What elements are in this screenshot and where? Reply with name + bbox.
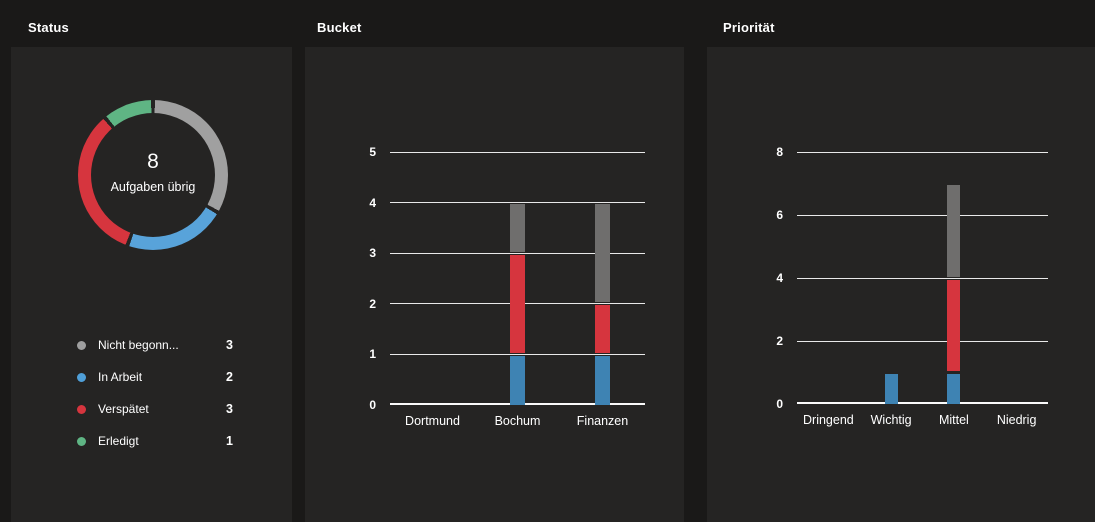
plot-area: 0 1 2 3 4 5 Dortmund Bochum Finanzen <box>369 145 645 428</box>
bucket-panel-title: Bucket <box>317 20 362 35</box>
x-axis-label-dortmund: Dortmund <box>405 414 460 428</box>
bar-bochum-in-arbeit[interactable] <box>510 355 525 405</box>
y-axis-tick-4: 4 <box>369 195 376 210</box>
tasks-remaining-count: 8 <box>147 150 159 173</box>
x-axis-label-dringend: Dringend <box>803 413 854 427</box>
x-axis-label-finanzen: Finanzen <box>576 414 629 428</box>
y-axis-tick-2: 2 <box>776 334 783 348</box>
y-axis-tick-4: 4 <box>776 271 783 285</box>
legend-color-dot <box>77 372 86 382</box>
donut-center: 8 Aufgaben übrig <box>91 113 215 237</box>
gridline-3 <box>390 252 645 254</box>
prioritaet-panel-title: Priorität <box>723 20 775 35</box>
bar-mittel-in-arbeit[interactable] <box>947 374 961 404</box>
y-axis-tick-0: 0 <box>776 397 783 411</box>
legend-value: 3 <box>226 402 233 416</box>
legend-value: 2 <box>226 370 233 384</box>
bar-mittel-verspätet[interactable] <box>947 279 961 371</box>
legend-color-dot <box>77 436 86 446</box>
bar-finanzen-nicht-begonnen[interactable] <box>595 204 610 303</box>
legend-color-dot <box>77 340 86 350</box>
status-panel: 8 Aufgaben übrig Nicht begonn... 3 In Arbe… <box>11 47 292 522</box>
y-axis-tick-3: 3 <box>369 246 376 261</box>
y-axis-tick-5: 5 <box>369 145 376 159</box>
legend-label: Verspätet <box>98 402 149 416</box>
status-donut-chart[interactable]: 8 Aufgaben übrig <box>78 100 228 250</box>
legend-label: In Arbeit <box>98 370 143 384</box>
gridline-4 <box>797 277 1048 279</box>
y-axis-tick-6: 6 <box>776 208 783 222</box>
gridline-8 <box>797 151 1048 153</box>
tasks-remaining-label: Aufgaben übrig <box>110 180 196 194</box>
y-axis-tick-1: 1 <box>369 347 376 362</box>
legend-item-2[interactable]: Verspätet 3 <box>77 393 233 425</box>
status-legend: Nicht begonn... 3 In Arbeit 2 Verspätet 3 Erle… <box>77 329 233 457</box>
x-axis-label-wichtig: Wichtig <box>870 413 912 427</box>
y-axis-tick-0: 0 <box>369 398 376 412</box>
legend-item-3[interactable]: Erledigt 1 <box>77 425 233 457</box>
legend-label: Nicht begonn... <box>98 338 179 352</box>
bucket-panel: 0 1 2 3 4 5 Dortmund Bochum Finanzen <box>305 47 684 522</box>
bar-finanzen-verspätet[interactable] <box>595 305 610 353</box>
y-axis-tick-8: 8 <box>776 145 783 159</box>
plot-area: 0 2 4 6 8 Dringend Wichtig Mittel Niedrig <box>776 145 1048 427</box>
gridline-6 <box>797 214 1048 216</box>
bar-mittel-nicht-begonnen[interactable] <box>947 185 961 277</box>
x-axis-label-mittel: Mittel <box>938 413 969 427</box>
legend-label: Erledigt <box>98 434 139 448</box>
y-axis-tick-2: 2 <box>369 296 376 311</box>
legend-item-0[interactable]: Nicht begonn... 3 <box>77 329 233 361</box>
legend-value: 3 <box>226 338 233 352</box>
gridline-0 <box>797 402 1048 404</box>
gridline-1 <box>390 353 645 355</box>
bar-finanzen-in-arbeit[interactable] <box>595 355 610 405</box>
legend-color-dot <box>77 404 86 414</box>
legend-item-1[interactable]: In Arbeit 2 <box>77 361 233 393</box>
bar-bochum-verspätet[interactable] <box>510 254 525 353</box>
bar-wichtig-in-arbeit[interactable] <box>884 374 898 404</box>
bar-bochum-nicht-begonnen[interactable] <box>510 204 525 252</box>
x-axis-label-bochum: Bochum <box>494 414 541 428</box>
gridline-4 <box>390 202 645 204</box>
x-axis-label-niedrig: Niedrig <box>996 413 1037 427</box>
prioritaet-panel: 0 2 4 6 8 Dringend Wichtig Mittel Niedrig <box>707 47 1095 522</box>
gridline-5 <box>390 151 645 153</box>
status-panel-title: Status <box>28 20 69 35</box>
legend-value: 1 <box>226 434 233 448</box>
gridline-2 <box>797 340 1048 342</box>
